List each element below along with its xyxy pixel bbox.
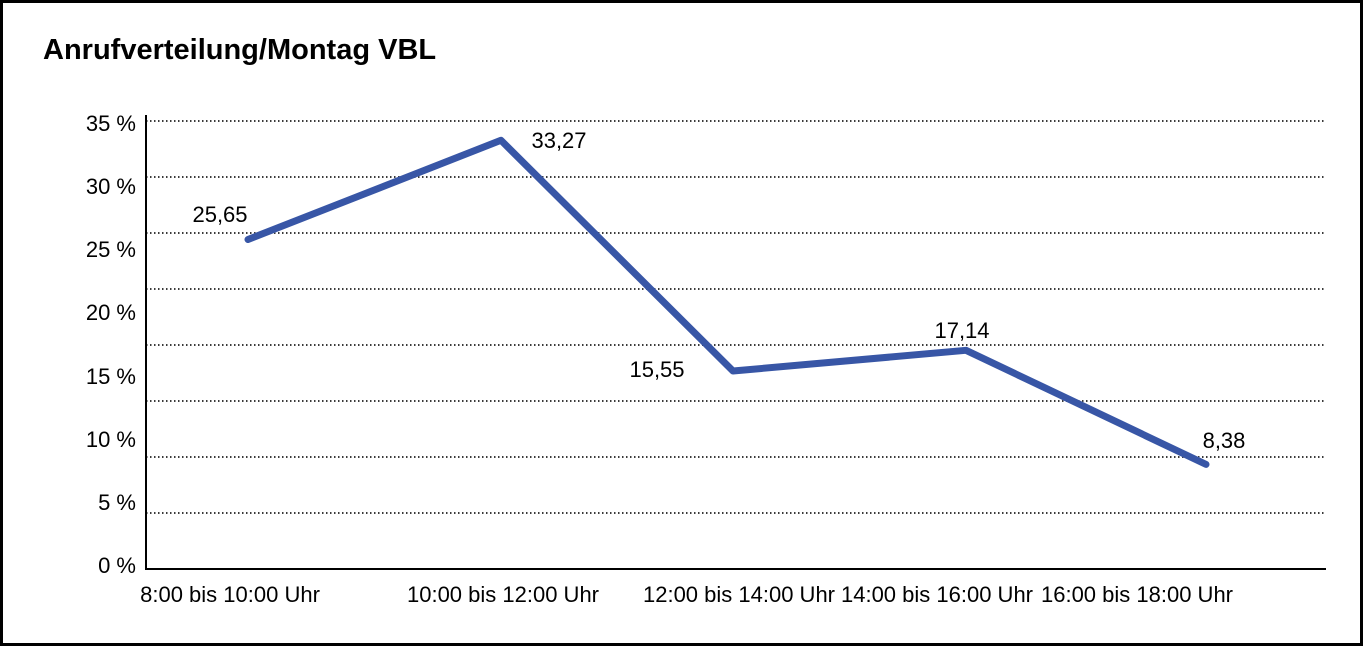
y-tick-label: 15 % xyxy=(85,364,136,389)
data-point-label: 17,14 xyxy=(934,318,990,344)
x-tick-label: 8:00 bis 10:00 Uhr xyxy=(140,582,320,607)
x-tick-label: 16:00 bis 18:00 Uhr xyxy=(1040,582,1234,607)
x-axis-line xyxy=(145,568,1326,570)
y-tick-label: 10 % xyxy=(85,427,136,452)
y-axis-line xyxy=(145,115,147,570)
gridline xyxy=(146,176,1326,178)
chart-title: Anrufverteilung/Montag VBL xyxy=(43,34,437,66)
x-tick-label: 14:00 bis 16:00 Uhr xyxy=(840,582,1034,607)
gridline xyxy=(146,344,1326,346)
gridline xyxy=(146,288,1326,290)
x-tick-label: 12:00 bis 14:00 Uhr xyxy=(642,582,836,607)
data-point-label: 33,27 xyxy=(531,128,587,154)
y-tick-label: 35 % xyxy=(85,111,136,136)
gridline xyxy=(146,120,1326,122)
data-point-label: 15,55 xyxy=(629,357,685,383)
y-tick-label: 5 % xyxy=(98,490,136,515)
data-line-layer xyxy=(244,136,1210,468)
gridline xyxy=(146,512,1326,514)
y-tick-label: 25 % xyxy=(85,237,136,262)
gridline xyxy=(146,232,1326,234)
y-tick-label: 30 % xyxy=(85,174,136,199)
x-tick-label: 10:00 bis 12:00 Uhr xyxy=(406,582,600,607)
gridline xyxy=(146,400,1326,402)
data-point-label: 25,65 xyxy=(192,201,248,227)
y-tick-label: 0 % xyxy=(98,553,136,578)
gridline xyxy=(146,456,1326,458)
data-point-label: 8,38 xyxy=(1202,428,1246,454)
data-line xyxy=(244,136,1210,468)
y-tick-label: 20 % xyxy=(85,300,136,325)
